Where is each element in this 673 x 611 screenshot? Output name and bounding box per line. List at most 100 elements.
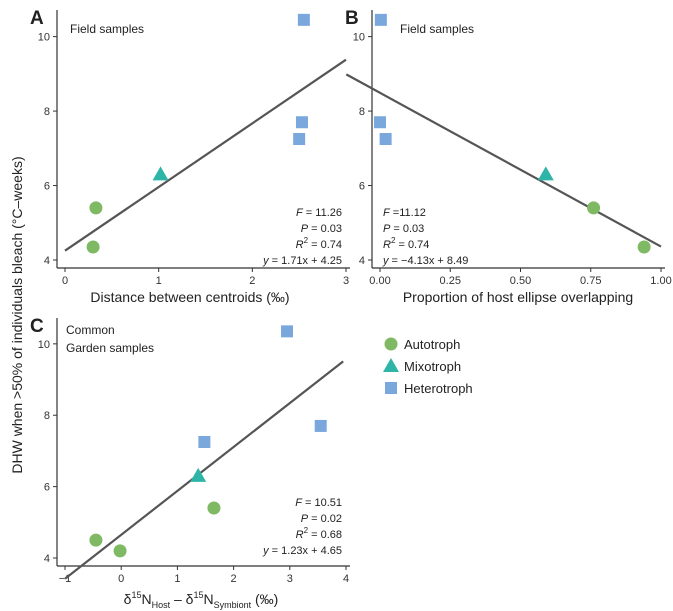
stat-line: P = 0.03 <box>383 223 424 235</box>
stat-symbol: y <box>262 545 270 557</box>
y-tick-label: 6 <box>44 181 50 193</box>
x-axis-title: Proportion of host ellipse overlapping <box>403 289 633 305</box>
legend-label: Heterotroph <box>404 381 473 396</box>
stat-value: = 0.03 <box>390 223 424 235</box>
x-tick-label: 1 <box>156 275 162 287</box>
x-tick-label: 4 <box>343 573 349 585</box>
data-point-heterotroph <box>295 116 308 129</box>
stat-line: F = 11.26 <box>296 207 342 219</box>
x-axis-title-part: – δ <box>170 591 194 607</box>
stat-superscript: 2 <box>391 236 396 245</box>
stat-line: y = 1.23x + 4.65 <box>262 545 342 557</box>
x-tick-label: 1 <box>174 573 180 585</box>
y-tick-label: 10 <box>38 32 50 44</box>
panel-b: 0.00 0.25 0.50 0.75 1.00 4 6 8 10 B Field samples P… <box>345 8 672 305</box>
legend-label: Mixotroph <box>404 359 461 374</box>
data-point-autotroph <box>86 240 100 254</box>
data-point-heterotroph <box>293 133 306 145</box>
data-point-autotroph <box>207 501 221 515</box>
regression-line <box>64 58 347 252</box>
stat-superscript: 2 <box>304 236 309 245</box>
data-point-heterotroph <box>280 325 293 338</box>
stat-symbol: R <box>383 239 391 251</box>
stat-line: P = 0.02 <box>301 513 342 525</box>
panel-letter: C <box>30 316 44 337</box>
stat-line: R2 = 0.74 <box>383 236 429 251</box>
data-point-heterotroph <box>374 116 386 129</box>
y-tick-label: 10 <box>353 32 365 44</box>
x-tick-label: 2 <box>231 573 237 585</box>
stat-value: = 0.02 <box>308 513 342 525</box>
stat-value: = 0.74 <box>395 239 429 251</box>
x-axis-title-part: 15 <box>193 590 203 600</box>
x-axis-title-part: N <box>141 591 151 607</box>
stat-symbol: y <box>262 255 270 267</box>
stat-value: = 0.68 <box>308 529 342 541</box>
panel-letter: B <box>345 8 359 29</box>
data-point-heterotroph <box>374 13 387 26</box>
stat-value: =11.12 <box>390 207 426 219</box>
x-tick-label: 2 <box>249 275 255 287</box>
stat-value: = 1.71x + 4.25 <box>269 255 342 267</box>
data-point-mixotroph <box>152 166 169 181</box>
y-tick-label: 6 <box>44 482 50 494</box>
stat-line: y = −4.13x + 8.49 <box>382 255 468 267</box>
stat-symbol: F <box>295 497 303 509</box>
data-point-autotroph <box>587 201 601 215</box>
y-axis-title: DHW when >50% of individuals bleach (°C–… <box>9 156 25 473</box>
x-tick-label: 3 <box>287 573 293 585</box>
regression-line <box>64 360 344 580</box>
legend: Autotroph Mixotroph Heterotroph <box>383 337 473 396</box>
stat-line: P = 0.03 <box>301 223 342 235</box>
x-axis-title-part: 15 <box>131 590 141 600</box>
x-axis-title-part: (‰) <box>251 591 278 607</box>
x-tick-label: 0.00 <box>369 275 390 287</box>
stat-value: = 11.26 <box>303 207 342 219</box>
x-tick-label: 0.50 <box>510 275 531 287</box>
panel-note: Field samples <box>400 22 474 36</box>
stat-value: = −4.13x + 8.49 <box>389 255 469 267</box>
stat-symbol: P <box>383 223 391 235</box>
x-axis-title-part: N <box>203 591 213 607</box>
legend-label: Autotroph <box>404 337 460 352</box>
stat-symbol: F <box>383 207 391 219</box>
y-tick-label: 10 <box>38 339 50 351</box>
data-point-autotroph <box>89 201 103 215</box>
stat-symbol: P <box>301 513 309 525</box>
data-point-autotroph <box>89 533 103 547</box>
stat-symbol: P <box>301 223 309 235</box>
y-tick-label: 8 <box>44 106 50 118</box>
stat-symbol: R <box>296 239 304 251</box>
data-point-autotroph <box>113 544 127 558</box>
panel-note: Common <box>66 323 115 337</box>
stat-value: = 0.03 <box>308 223 342 235</box>
data-point-autotroph <box>637 240 651 254</box>
stat-symbol: R <box>296 529 304 541</box>
stat-symbol: y <box>382 255 390 267</box>
panel-letter: A <box>30 8 44 29</box>
stat-line: F = 10.51 <box>295 497 342 509</box>
data-point-mixotroph <box>190 467 207 482</box>
data-point-heterotroph <box>314 419 327 432</box>
x-tick-label: 0.25 <box>440 275 461 287</box>
legend-marker-heterotroph <box>385 382 397 394</box>
stat-line: R2 = 0.74 <box>296 236 342 251</box>
y-tick-label: 4 <box>44 255 50 267</box>
data-point-heterotroph <box>379 133 392 145</box>
legend-marker-mixotroph <box>383 358 399 372</box>
data-point-mixotroph <box>537 166 554 181</box>
data-point-heterotroph <box>198 436 211 448</box>
x-axis-title: Distance between centroids (‰) <box>90 289 289 305</box>
panel-note: Garden samples <box>66 341 154 355</box>
stat-line: y = 1.71x + 4.25 <box>262 255 342 267</box>
panel-a: 0 1 2 3 4 6 8 10 A Field samples Distance between … <box>30 8 350 305</box>
legend-marker-autotroph <box>384 337 398 351</box>
y-tick-label: 8 <box>44 410 50 422</box>
x-tick-label: 1.00 <box>650 275 671 287</box>
x-tick-label: 0 <box>62 275 68 287</box>
stat-line: R2 = 0.68 <box>296 526 342 541</box>
y-tick-label: 4 <box>359 255 365 267</box>
x-axis-title-part: Host <box>152 600 171 610</box>
